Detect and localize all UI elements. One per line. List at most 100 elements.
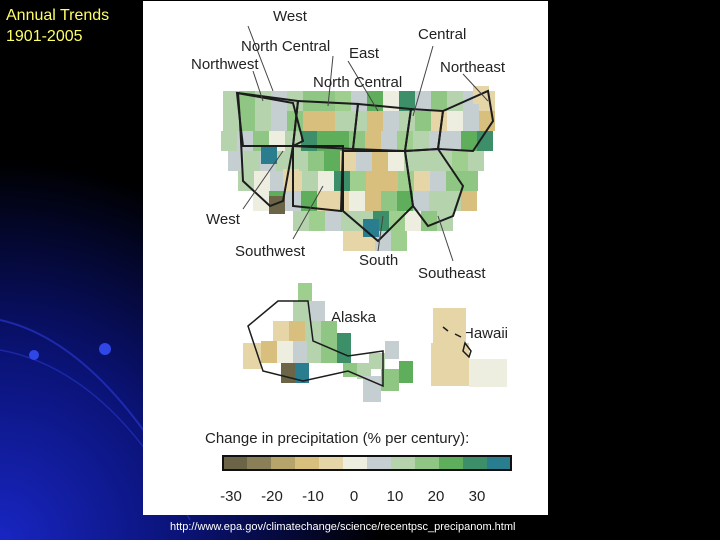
conus-grid-cell bbox=[399, 91, 415, 111]
decor-dot bbox=[29, 350, 39, 360]
label-south: South bbox=[359, 252, 398, 269]
conus-grid-cell bbox=[415, 111, 431, 131]
legend-tick-label: -10 bbox=[302, 488, 324, 505]
northwest-region-outline bbox=[236, 91, 300, 147]
conus-grid-cell bbox=[319, 91, 335, 111]
conus-grid-cell bbox=[398, 171, 414, 191]
conus-grid-cell bbox=[317, 191, 333, 211]
conus-grid-cell bbox=[397, 131, 413, 151]
conus-grid-cell bbox=[420, 151, 436, 171]
legend-swatch bbox=[463, 456, 488, 470]
conus-grid-cell bbox=[463, 111, 479, 131]
legend-tick-label: -20 bbox=[261, 488, 283, 505]
label-leader-lines bbox=[242, 25, 489, 262]
legend-tick-label: 0 bbox=[350, 488, 358, 505]
legend-swatch bbox=[223, 456, 248, 470]
conus-grid-cell bbox=[244, 151, 260, 171]
label-northeast: Northeast bbox=[440, 59, 506, 76]
southwest-region-outline bbox=[292, 145, 345, 213]
legend-swatch bbox=[271, 456, 296, 470]
legend-swatch bbox=[247, 456, 272, 470]
conus-grid-cell bbox=[293, 211, 309, 231]
legend-swatch bbox=[343, 456, 368, 470]
label-north-central: North Central bbox=[313, 74, 402, 91]
conus-grid-cell bbox=[462, 171, 478, 191]
conus-grid-cell bbox=[367, 91, 383, 111]
label-north-central-east: North Central bbox=[241, 38, 330, 55]
legend-swatch bbox=[391, 456, 416, 470]
decor-dot bbox=[99, 343, 111, 355]
conus-grid-cell bbox=[447, 111, 463, 131]
northeast-region-outline bbox=[436, 89, 495, 153]
conus-grid-cell bbox=[292, 151, 308, 171]
conus-grid-cell bbox=[308, 151, 324, 171]
conus-grid-cell bbox=[477, 131, 493, 151]
conus-grid-cell bbox=[388, 151, 404, 171]
conus-grid-cell bbox=[351, 111, 367, 131]
conus-grid-cell bbox=[237, 131, 253, 151]
conus-grid-cell bbox=[301, 191, 317, 211]
conus-grid-cell bbox=[365, 131, 381, 151]
legend-swatch bbox=[487, 456, 512, 470]
conus-grid-cell bbox=[309, 211, 325, 231]
label-alaska: Alaska bbox=[331, 309, 377, 326]
conus-grid-cell bbox=[461, 131, 477, 151]
conus-grid-cell bbox=[324, 151, 340, 171]
conus-grid-cell bbox=[397, 191, 413, 211]
conus-grid-cell bbox=[413, 131, 429, 151]
slide-title-line-2: 1901-2005 bbox=[6, 28, 83, 45]
conus-grid-cell bbox=[447, 91, 463, 111]
conus-grid-cell bbox=[452, 151, 468, 171]
conus-grid-cell bbox=[429, 191, 445, 211]
legend-swatch bbox=[295, 456, 320, 470]
conus-grid-cell bbox=[383, 111, 399, 131]
conus-grid-cell bbox=[431, 111, 447, 131]
conus-grid-cell bbox=[335, 91, 351, 111]
conus-grid-cell bbox=[479, 111, 495, 131]
conus-grid-cell bbox=[421, 211, 437, 231]
conus-grid-cell bbox=[255, 111, 271, 131]
conus-grid-cell bbox=[372, 151, 388, 171]
conus-grid-cell bbox=[431, 91, 447, 111]
conus-grid-cell bbox=[335, 111, 351, 131]
precipitation-map-panel: West North Central East Central Northwes… bbox=[143, 1, 548, 515]
conus-grid-cell bbox=[319, 111, 335, 131]
conus-grid-cell bbox=[261, 146, 277, 164]
conus-grid-cell bbox=[382, 171, 398, 191]
conus-grid-cell bbox=[414, 171, 430, 191]
conus-grid-cell bbox=[239, 111, 255, 131]
conus-grid-cell bbox=[325, 211, 341, 231]
label-east: East bbox=[349, 45, 380, 62]
conus-grid-cell bbox=[461, 191, 477, 211]
legend-color-bar bbox=[222, 455, 512, 471]
climate-region-boundaries bbox=[235, 89, 495, 243]
legend-tick-label: -30 bbox=[220, 488, 242, 505]
conus-grid-cell bbox=[436, 151, 452, 171]
conus-grid-cell bbox=[366, 171, 382, 191]
legend-swatch bbox=[319, 456, 344, 470]
legend-swatch bbox=[367, 456, 392, 470]
conus-grid-cell bbox=[381, 131, 397, 151]
conus-grid-cell bbox=[253, 191, 269, 211]
conus-grid-cell bbox=[350, 171, 366, 191]
conus-grid-cell bbox=[271, 111, 287, 131]
label-southwest: Southwest bbox=[235, 243, 306, 260]
conus-grid-cell bbox=[356, 151, 372, 171]
conus-grid-cell bbox=[223, 111, 239, 131]
conus-grid-cell bbox=[302, 171, 318, 191]
conus-grid-cell bbox=[399, 111, 415, 131]
alaska-grid-cells bbox=[243, 283, 413, 402]
hawaii-grid-cells bbox=[431, 308, 507, 387]
slide-title: Annual Trends 1901-2005 bbox=[6, 5, 109, 47]
label-west-top: West bbox=[273, 8, 308, 25]
label-northwest: Northwest bbox=[191, 56, 259, 73]
conus-grid-cell bbox=[223, 91, 239, 111]
legend-tick-labels: -30 -20 -10 0 10 20 30 bbox=[220, 488, 485, 505]
label-southeast: Southeast bbox=[418, 265, 486, 282]
conus-grid-cell bbox=[468, 151, 484, 171]
conus-grid-cell bbox=[221, 131, 237, 151]
label-central: Central bbox=[418, 26, 466, 43]
conus-grid-cell bbox=[269, 196, 285, 214]
source-url[interactable]: http://www.epa.gov/climatechange/science… bbox=[170, 521, 516, 533]
label-hawaii: Hawaii bbox=[463, 325, 508, 342]
